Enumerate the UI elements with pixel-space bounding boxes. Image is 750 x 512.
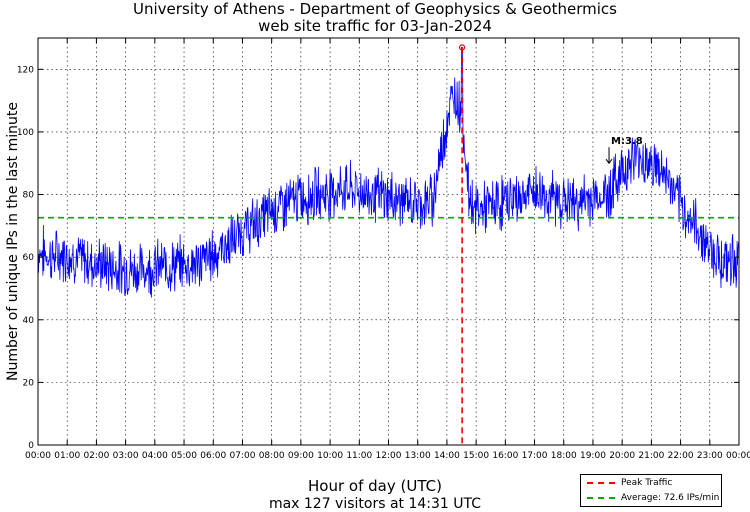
x-tick-label: 17:00	[522, 451, 548, 461]
annotation-label: M:3.8	[611, 136, 643, 147]
x-axis-label: Hour of day (UTC)	[308, 477, 442, 495]
legend-item-average: Average: 72.6 IPs/min	[587, 492, 719, 504]
x-tick-label: 18:00	[551, 451, 577, 461]
chart-title: University of Athens - Department of Geo…	[133, 0, 617, 18]
series-line	[37, 47, 739, 298]
legend: Peak Traffic Average: 72.6 IPs/min	[580, 474, 722, 507]
x-tick-label: 03:00	[113, 451, 139, 461]
x-tick-label: 06:00	[200, 451, 226, 461]
x-tick-label: 00:00	[726, 451, 750, 461]
y-tick-label: 60	[23, 253, 35, 263]
y-tick-label: 40	[23, 316, 35, 326]
x-tick-label: 12:00	[376, 451, 402, 461]
x-tick-label: 00:00	[25, 451, 51, 461]
axis-ticks: 00:00 01:00 02:00 03:00 04:00 05:00 06:00 07:00…	[17, 38, 750, 461]
x-axis-max-caption: max 127 visitors at 14:31 UTC	[268, 496, 482, 512]
legend-label-average: Average: 72.6 IPs/min	[621, 493, 720, 503]
x-tick-label: 04:00	[142, 451, 168, 461]
chart-subtitle: web site traffic for 03-Jan-2024	[258, 17, 492, 35]
legend-item-peak: Peak Traffic	[587, 477, 672, 489]
x-tick-label: 14:00	[434, 451, 460, 461]
x-tick-label: 20:00	[609, 451, 635, 461]
x-tick-label: 09:00	[288, 451, 314, 461]
x-tick-label: 23:00	[697, 451, 723, 461]
x-tick-label: 01:00	[54, 451, 80, 461]
x-tick-label: 13:00	[405, 451, 431, 461]
x-tick-label: 22:00	[668, 451, 694, 461]
x-tick-label: 15:00	[463, 451, 489, 461]
x-tick-label: 19:00	[580, 451, 606, 461]
legend-label-peak: Peak Traffic	[621, 478, 673, 488]
y-tick-label: 0	[28, 441, 34, 451]
y-tick-label: 20	[23, 378, 35, 388]
legend-swatch-average	[587, 497, 615, 499]
annotation-arrow-head	[605, 158, 613, 165]
y-tick-label: 120	[17, 65, 34, 75]
grid-lines	[38, 38, 739, 445]
y-axis-label: Number of unique IPs in the last minute	[5, 102, 21, 381]
x-tick-label: 02:00	[83, 451, 109, 461]
x-tick-label: 21:00	[638, 451, 664, 461]
x-tick-label: 16:00	[492, 451, 518, 461]
y-tick-label: 100	[17, 128, 34, 138]
traffic-series-line	[37, 47, 739, 298]
x-tick-label: 08:00	[259, 451, 285, 461]
x-tick-label: 11:00	[346, 451, 372, 461]
peak-marker	[459, 44, 466, 51]
x-tick-label: 05:00	[171, 451, 197, 461]
y-tick-label: 80	[23, 191, 35, 201]
x-tick-label: 07:00	[229, 451, 255, 461]
legend-swatch-peak	[587, 482, 615, 484]
x-tick-label: 10:00	[317, 451, 343, 461]
reference-lines: M:3.8	[38, 44, 739, 445]
